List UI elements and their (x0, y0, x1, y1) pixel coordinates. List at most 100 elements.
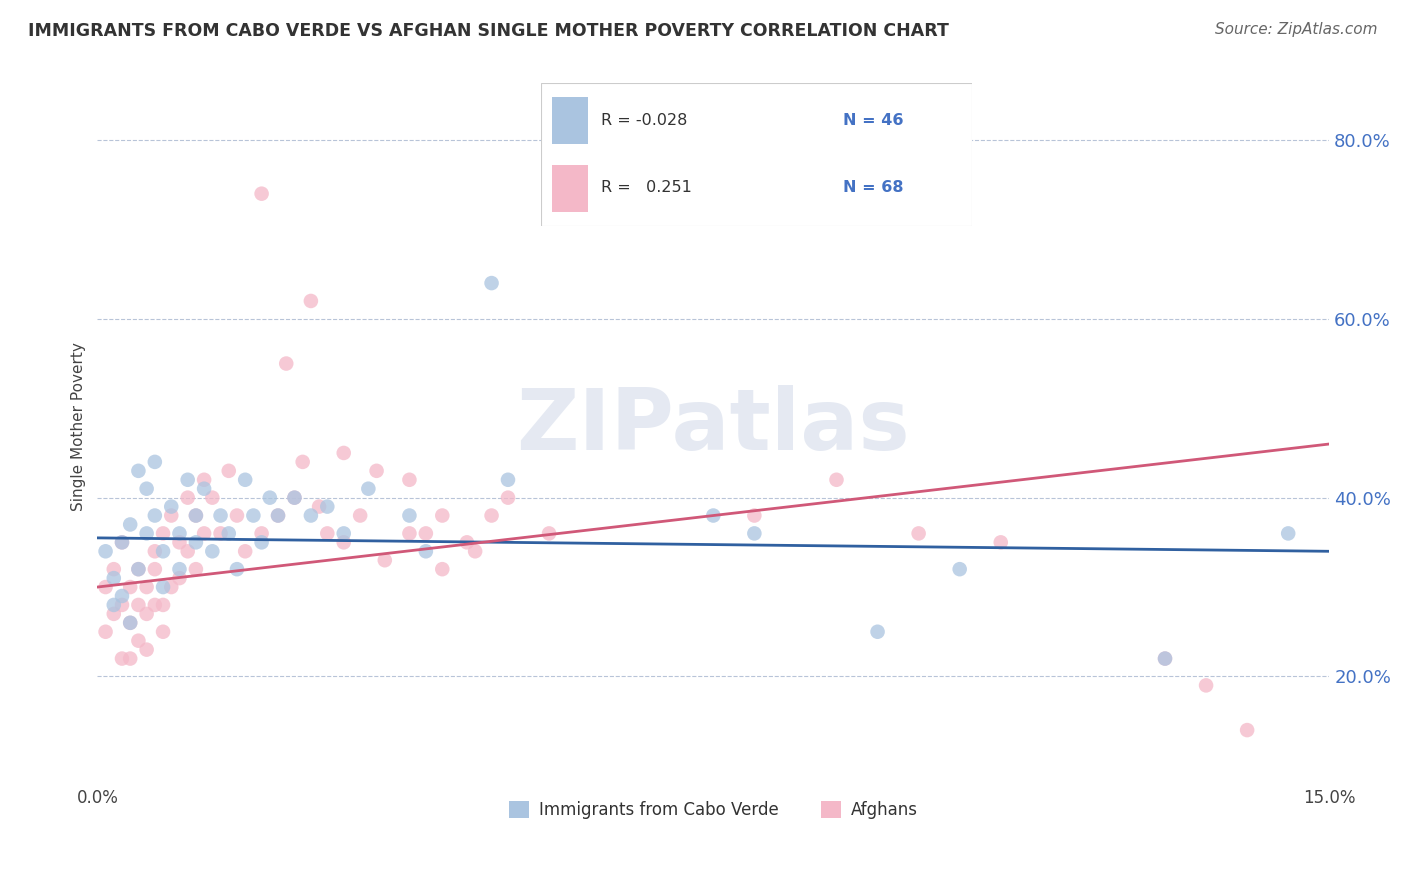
Point (160, 508, 183, 523)
Point (152, 580, 174, 594)
Point (143, 455, 166, 469)
Point (374, 553, 396, 567)
Point (267, 508, 290, 523)
Point (496, 491, 519, 505)
Point (176, 544, 198, 558)
Point (1236, 723, 1258, 737)
Point (432, 508, 454, 523)
Point (1154, 651, 1177, 665)
Point (152, 544, 174, 558)
Point (218, 464, 240, 478)
Point (990, 535, 1012, 549)
Point (201, 491, 224, 505)
Point (169, 571, 191, 585)
Point (299, 293, 322, 308)
Point (825, 473, 848, 487)
Point (127, 598, 149, 612)
Point (103, 598, 125, 612)
Point (481, 276, 503, 290)
Point (127, 562, 149, 576)
Point (226, 562, 249, 576)
Point (398, 473, 420, 487)
Point (111, 651, 134, 665)
Point (120, 517, 142, 532)
Point (103, 562, 125, 576)
Point (432, 562, 454, 576)
Point (143, 598, 166, 612)
Point (184, 508, 207, 523)
Point (866, 624, 889, 639)
Point (135, 607, 157, 621)
Point (176, 491, 198, 505)
Point (160, 500, 183, 514)
Legend: Immigrants from Cabo Verde, Afghans: Immigrants from Cabo Verde, Afghans (502, 794, 924, 825)
Point (332, 535, 354, 549)
Point (1154, 651, 1177, 665)
Point (464, 544, 486, 558)
Point (398, 508, 420, 523)
Point (94, 580, 117, 594)
Point (143, 508, 166, 523)
Point (193, 473, 215, 487)
Point (283, 491, 305, 505)
Point (209, 508, 232, 523)
Text: Source: ZipAtlas.com: Source: ZipAtlas.com (1215, 22, 1378, 37)
Point (94, 544, 117, 558)
Point (744, 526, 766, 541)
Point (332, 446, 354, 460)
Point (209, 526, 232, 541)
Point (907, 526, 929, 541)
Point (283, 491, 305, 505)
Text: IMMIGRANTS FROM CABO VERDE VS AFGHAN SINGLE MOTHER POVERTY CORRELATION CHART: IMMIGRANTS FROM CABO VERDE VS AFGHAN SIN… (28, 22, 949, 40)
Point (250, 526, 273, 541)
Point (349, 508, 371, 523)
Point (111, 589, 134, 603)
Point (127, 562, 149, 576)
Point (496, 473, 519, 487)
Point (143, 562, 166, 576)
Point (169, 526, 191, 541)
Point (120, 580, 142, 594)
Point (94, 624, 117, 639)
Point (398, 526, 420, 541)
Point (135, 482, 157, 496)
Point (233, 473, 256, 487)
Point (135, 642, 157, 657)
Point (169, 562, 191, 576)
Point (233, 544, 256, 558)
Point (120, 651, 142, 665)
Point (184, 562, 207, 576)
Point (152, 624, 174, 639)
Point (218, 526, 240, 541)
Point (332, 526, 354, 541)
Point (415, 526, 437, 541)
Point (299, 508, 322, 523)
Point (103, 571, 125, 585)
Point (316, 526, 339, 541)
Point (226, 508, 249, 523)
Point (135, 526, 157, 541)
Point (184, 535, 207, 549)
Point (143, 544, 166, 558)
Point (160, 580, 183, 594)
Point (193, 482, 215, 496)
Point (276, 357, 298, 371)
Point (250, 535, 273, 549)
Point (1277, 526, 1299, 541)
Point (538, 526, 561, 541)
Point (120, 615, 142, 630)
Point (152, 526, 174, 541)
Point (291, 455, 314, 469)
Point (366, 464, 388, 478)
Point (481, 508, 503, 523)
Point (250, 186, 273, 201)
Point (127, 464, 149, 478)
Point (111, 535, 134, 549)
Point (308, 500, 330, 514)
Point (127, 633, 149, 648)
Point (193, 526, 215, 541)
Point (357, 482, 380, 496)
Point (267, 508, 290, 523)
Point (135, 580, 157, 594)
Point (176, 473, 198, 487)
